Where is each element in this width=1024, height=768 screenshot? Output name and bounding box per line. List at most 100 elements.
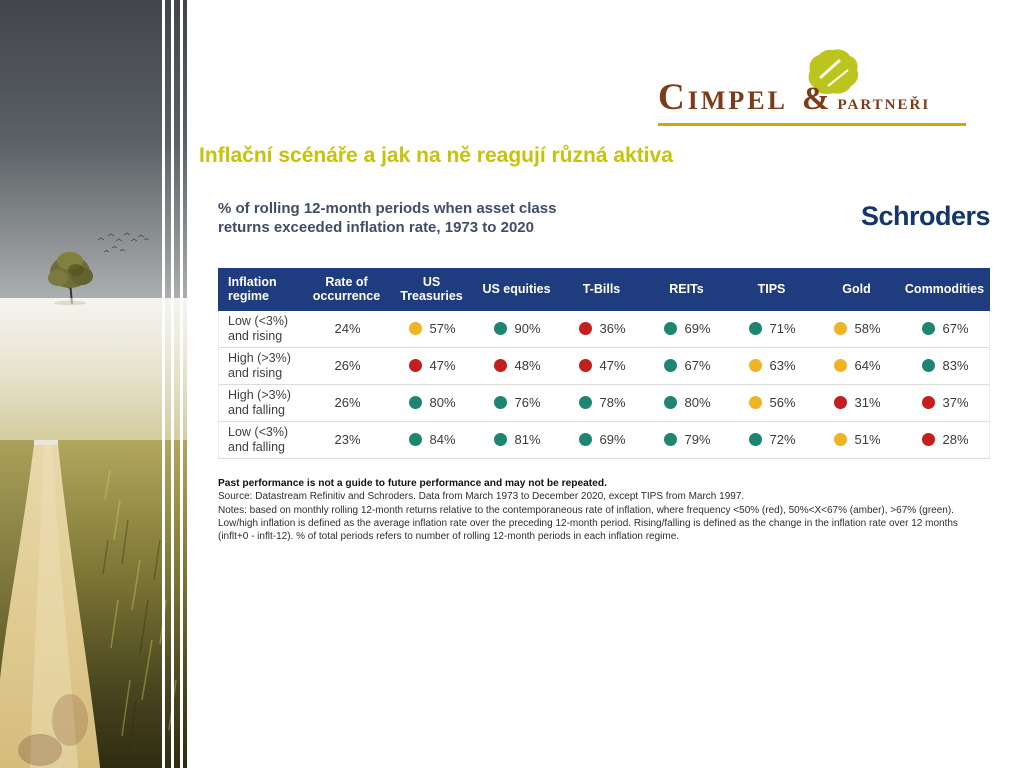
company-logo: Cimpel & partneři [658, 49, 966, 126]
asset-cell-reits: 79% [645, 432, 730, 447]
percentage-value: 71% [769, 321, 796, 336]
percentage-value: 83% [942, 358, 969, 373]
table-row: High (>3%) and rising 26% 47% 48% 47% 67% 63% 64… [219, 348, 989, 385]
asset-cell-t-bills: 69% [560, 432, 645, 447]
asset-cell-commodities: 67% [900, 321, 991, 336]
methodology-note: Notes: based on monthly rolling 12-month… [218, 504, 958, 543]
percentage-value: 72% [769, 432, 796, 447]
chart-title-line1: % of rolling 12-month periods when asset… [218, 200, 557, 217]
rate-of-occurrence-value: 26% [334, 358, 361, 373]
status-dot-green [579, 433, 593, 446]
slide-title: Inflační scénáře a jak na ně reagují růz… [199, 144, 673, 167]
asset-cell-us-equities: 48% [475, 358, 560, 373]
percentage-value: 57% [429, 321, 456, 336]
asset-cell-gold: 31% [815, 395, 900, 410]
percentage-value: 58% [854, 321, 881, 336]
percentage-value: 69% [684, 321, 711, 336]
percentage-value: 31% [854, 395, 881, 410]
schroders-chart: % of rolling 12-month periods when asset… [218, 200, 991, 544]
column-header-regime: Inflation regime [228, 274, 277, 303]
status-dot-green [749, 433, 763, 446]
status-dot-green [409, 433, 423, 446]
status-dot-red [922, 433, 936, 446]
asset-cell-reits: 80% [645, 395, 730, 410]
percentage-value: 64% [854, 358, 881, 373]
status-dot-green [664, 359, 678, 372]
status-dot-green [749, 322, 763, 335]
percentage-value: 90% [514, 321, 541, 336]
asset-cell-tips: 63% [730, 358, 815, 373]
status-dot-green [922, 359, 936, 372]
status-dot-green [494, 396, 508, 409]
status-dot-red [579, 359, 593, 372]
row-label-inflation-regime: Low (<3%) and rising [228, 313, 289, 343]
percentage-value: 78% [599, 395, 626, 410]
status-dot-amber [749, 359, 763, 372]
landscape-photo [0, 0, 187, 768]
asset-cell-us-equities: 81% [475, 432, 560, 447]
vertical-divider-line [162, 0, 165, 768]
column-header-us-treasuries: US Treasuries [400, 274, 463, 303]
logo-ampersand: & [801, 81, 830, 117]
percentage-value: 63% [769, 358, 796, 373]
percentage-value: 48% [514, 358, 541, 373]
asset-cell-t-bills: 78% [560, 395, 645, 410]
column-header-t-bills: T-Bills [582, 281, 621, 296]
percentage-value: 69% [599, 432, 626, 447]
status-dot-green [579, 396, 593, 409]
status-dot-amber [749, 396, 763, 409]
asset-cell-us-treasuries: 57% [390, 321, 475, 336]
status-dot-amber [409, 322, 423, 335]
table-row: Low (<3%) and falling 23% 84% 81% 69% 79% 72% 51… [219, 422, 989, 459]
column-header-us-equities: US equities [482, 281, 551, 296]
percentage-value: 81% [514, 432, 541, 447]
asset-cell-us-equities: 76% [475, 395, 560, 410]
logo-underline [658, 123, 966, 126]
asset-cell-reits: 69% [645, 321, 730, 336]
table-body: Low (<3%) and rising 24% 57% 90% 36% 69% 71% 58%… [218, 310, 990, 459]
status-dot-red [579, 322, 593, 335]
status-dot-green [664, 322, 678, 335]
vertical-divider-line [180, 0, 183, 768]
status-dot-red [409, 359, 423, 372]
footnotes: Past performance is not a guide to futur… [218, 477, 982, 544]
tree-silhouette [48, 252, 93, 306]
status-dot-red [834, 396, 848, 409]
asset-cell-reits: 67% [645, 358, 730, 373]
source-note: Source: Datastream Refinitiv and Schrode… [218, 491, 745, 503]
status-dot-green [922, 322, 936, 335]
percentage-value: 36% [599, 321, 626, 336]
status-dot-red [922, 396, 936, 409]
asset-cell-commodities: 83% [900, 358, 991, 373]
status-dot-green [494, 433, 508, 446]
percentage-value: 47% [429, 358, 456, 373]
percentage-value: 76% [514, 395, 541, 410]
chart-title: % of rolling 12-month periods when asset… [218, 200, 556, 238]
column-header-tips: TIPS [757, 281, 786, 296]
asset-cell-tips: 56% [730, 395, 815, 410]
table-row: High (>3%) and falling 26% 80% 76% 78% 80% 56% 3… [219, 385, 989, 422]
asset-cell-commodities: 28% [900, 432, 991, 447]
asset-cell-t-bills: 47% [560, 358, 645, 373]
asset-cell-commodities: 37% [900, 395, 991, 410]
past-performance-note: Past performance is not a guide to futur… [218, 477, 607, 489]
asset-class-table: Inflation regime Rate of occurrence US Tre… [218, 267, 990, 459]
rate-of-occurrence-value: 24% [334, 321, 361, 336]
column-header-gold: Gold [842, 281, 871, 296]
percentage-value: 47% [599, 358, 626, 373]
asset-cell-us-treasuries: 47% [390, 358, 475, 373]
percentage-value: 37% [942, 395, 969, 410]
percentage-value: 79% [684, 432, 711, 447]
asset-cell-t-bills: 36% [560, 321, 645, 336]
percentage-value: 51% [854, 432, 881, 447]
percentage-value: 80% [684, 395, 711, 410]
table-row: Low (<3%) and rising 24% 57% 90% 36% 69% 71% 58%… [219, 311, 989, 348]
asset-cell-tips: 71% [730, 321, 815, 336]
asset-cell-gold: 58% [815, 321, 900, 336]
status-dot-green [664, 396, 678, 409]
logo-secondary-text: partneři [837, 90, 931, 114]
status-dot-amber [834, 359, 848, 372]
percentage-value: 80% [429, 395, 456, 410]
status-dot-red [494, 359, 508, 372]
landscape-photo-image [0, 0, 187, 768]
